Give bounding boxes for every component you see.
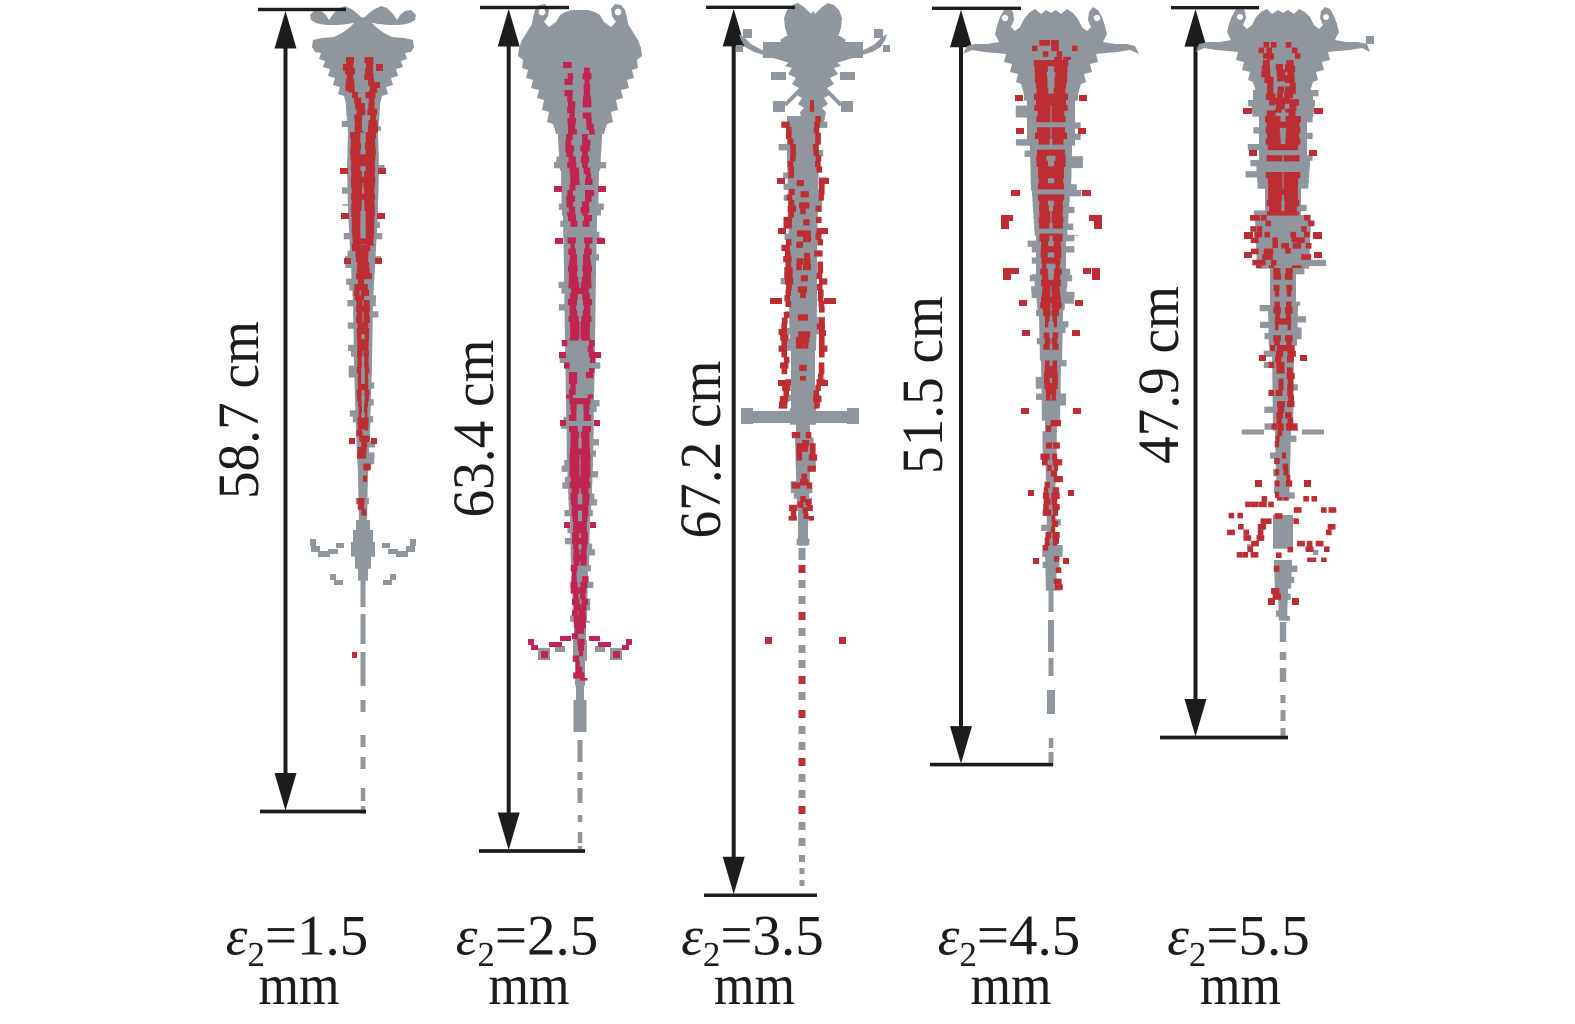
svg-text:ε2=4.5: ε2=4.5 xyxy=(938,905,1081,975)
svg-text:ε2=3.5: ε2=3.5 xyxy=(681,905,824,975)
svg-text:mm: mm xyxy=(259,954,340,1017)
svg-text:ε2=2.5: ε2=2.5 xyxy=(456,905,599,975)
svg-text:mm: mm xyxy=(971,954,1052,1017)
svg-text:mm: mm xyxy=(714,954,795,1017)
svg-text:47.9 cm: 47.9 cm xyxy=(1126,286,1191,464)
svg-text:67.2 cm: 67.2 cm xyxy=(668,361,733,539)
svg-text:mm: mm xyxy=(489,954,570,1017)
svg-text:63.4 cm: 63.4 cm xyxy=(441,340,506,518)
svg-text:51.5 cm: 51.5 cm xyxy=(890,296,955,474)
svg-text:ε2=5.5: ε2=5.5 xyxy=(1167,905,1310,975)
svg-text:ε2=1.5: ε2=1.5 xyxy=(226,905,369,975)
svg-text:mm: mm xyxy=(1200,954,1281,1017)
svg-text:58.7 cm: 58.7 cm xyxy=(206,321,271,499)
